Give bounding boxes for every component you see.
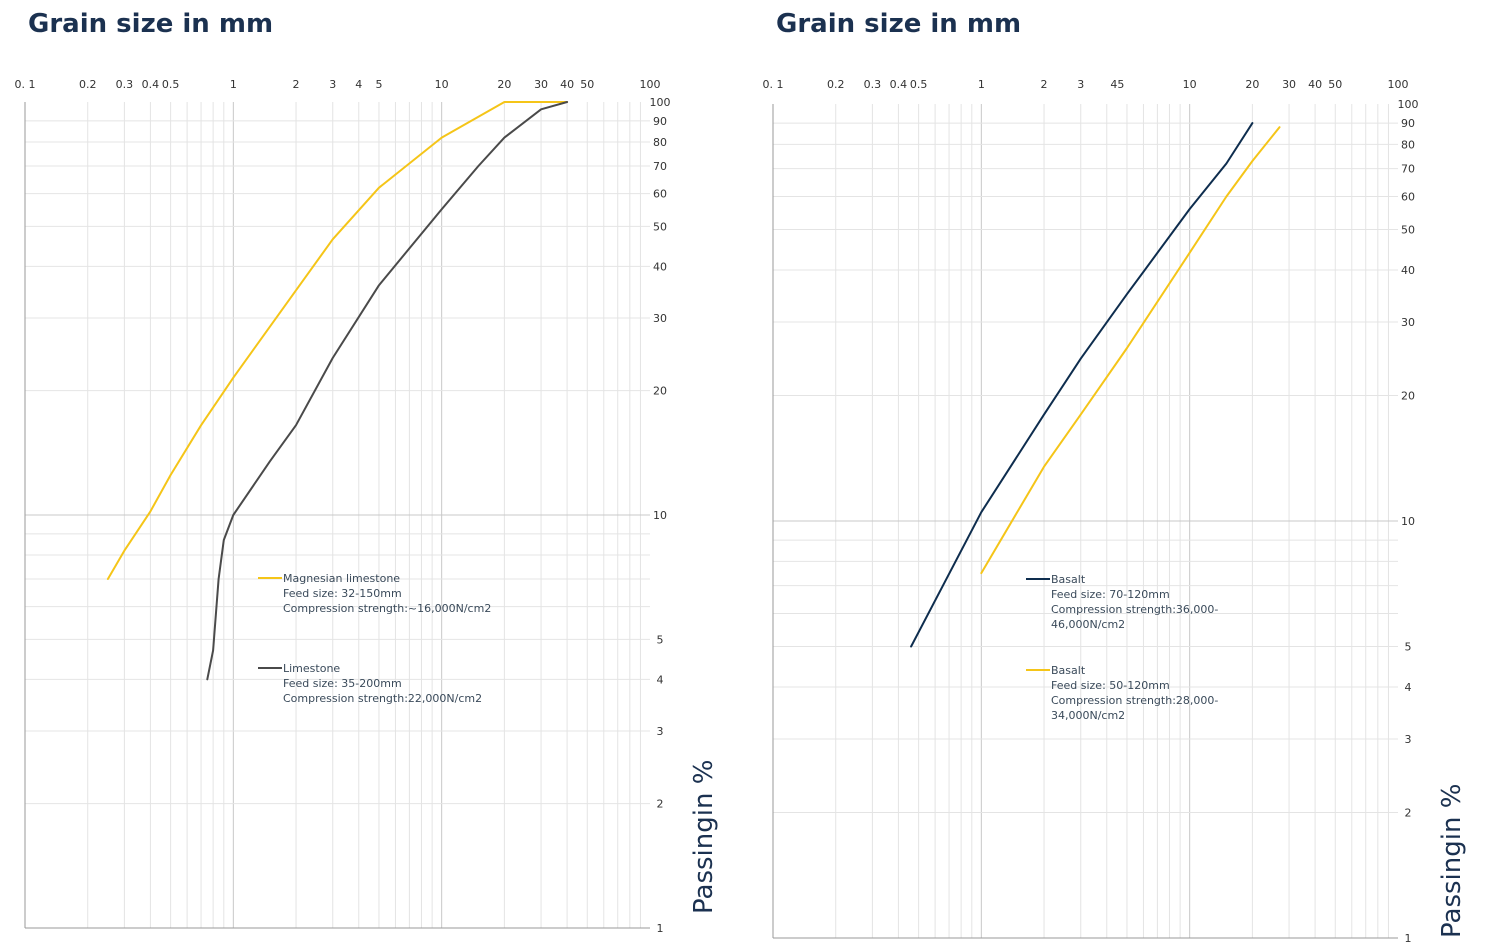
y-tick-label: 80 xyxy=(653,136,667,149)
x-tick-label: 0. 1 xyxy=(15,78,36,91)
y-tick-label: 10 xyxy=(1401,515,1415,528)
x-tick-label: 0. 1 xyxy=(763,78,784,91)
series-line xyxy=(980,126,1281,575)
x-tick-label: 30 xyxy=(1282,78,1296,91)
x-tick-label: 2 xyxy=(293,78,300,91)
legend-detail: Compression strength:22,000N/cm2 xyxy=(283,692,482,705)
legend-detail: Feed size: 70-120mm xyxy=(1051,588,1170,601)
x-tick-label: 10 xyxy=(1183,78,1197,91)
y-tick-label: 90 xyxy=(1401,117,1415,130)
chart-title: Grain size in mm xyxy=(28,9,273,39)
x-tick-label: 1 xyxy=(230,78,237,91)
chart-right: Grain size in mm0. 1 0.2 0.3 0.4 0.5 1 2 3 45 10 2… xyxy=(763,9,1468,942)
legend-detail: Compression strength:28,000- xyxy=(1051,694,1218,707)
legend-entry: Basalt xyxy=(1051,573,1086,586)
y-tick-label: 3 xyxy=(1405,733,1412,746)
x-tick-label: 10 xyxy=(435,78,449,91)
y-tick-label: 10 xyxy=(653,509,667,522)
y-tick-label: 4 xyxy=(657,673,664,686)
chart-left: Grain size in mm0. 1 0.2 0.3 0.4 0.5 1 2 3 4 5 10 2… xyxy=(15,9,720,935)
y-tick-label: 20 xyxy=(1401,389,1415,402)
x-tick-label: 0.5 xyxy=(162,78,180,91)
x-tick-label: 3 xyxy=(1077,78,1084,91)
y-tick-label: 5 xyxy=(657,633,664,646)
y-tick-label: 1 xyxy=(657,922,664,935)
y-tick-label: 50 xyxy=(653,220,667,233)
y-axis-label: Passingin % xyxy=(689,760,719,914)
y-tick-label: 70 xyxy=(653,160,667,173)
y-tick-label: 3 xyxy=(657,725,664,738)
y-tick-label: 80 xyxy=(1401,138,1415,151)
y-tick-label: 20 xyxy=(653,385,667,398)
y-tick-label: 30 xyxy=(653,312,667,325)
y-tick-label: 70 xyxy=(1401,163,1415,176)
x-tick-label: 45 xyxy=(1110,78,1124,91)
series-line xyxy=(206,101,569,681)
y-tick-label: 100 xyxy=(1398,98,1419,111)
x-tick-label: 1 xyxy=(978,78,985,91)
y-axis-label: Passingin % xyxy=(1437,784,1467,938)
x-tick-label: 40 xyxy=(560,78,574,91)
y-tick-label: 1 xyxy=(1405,932,1412,942)
chart-title: Grain size in mm xyxy=(776,9,1021,39)
legend-entry: Limestone xyxy=(283,662,340,675)
series-line xyxy=(910,122,1254,648)
grid xyxy=(772,104,1398,939)
y-tick-label: 50 xyxy=(1401,224,1415,237)
x-tick-label: 20 xyxy=(1245,78,1259,91)
legend-detail: Feed size: 50-120mm xyxy=(1051,679,1170,692)
x-tick-label: 100 xyxy=(1388,78,1409,91)
legend-entry: Basalt xyxy=(1051,664,1086,677)
x-tick-label: 0.3 xyxy=(116,78,134,91)
x-tick-label: 0.4 xyxy=(142,78,160,91)
y-tick-label: 2 xyxy=(1405,806,1412,819)
y-tick-label: 30 xyxy=(1401,316,1415,329)
x-tick-label: 50 xyxy=(1328,78,1342,91)
y-tick-label: 40 xyxy=(1401,264,1415,277)
legend-detail: Feed size: 32-150mm xyxy=(283,587,402,600)
y-tick-label: 60 xyxy=(653,188,667,201)
x-tick-label: 40 xyxy=(1308,78,1322,91)
legend-detail: Compression strength:36,000- xyxy=(1051,603,1218,616)
y-tick-label: 40 xyxy=(653,260,667,273)
grid xyxy=(24,102,650,929)
x-tick-label: 0.4 xyxy=(890,78,908,91)
x-tick-label: 0.2 xyxy=(79,78,97,91)
x-tick-label: 20 xyxy=(497,78,511,91)
y-tick-label: 2 xyxy=(657,798,664,811)
x-tick-label: 3 xyxy=(329,78,336,91)
series-line xyxy=(106,101,569,580)
legend-entry: Magnesian limestone xyxy=(283,572,400,585)
legend-detail: Compression strength:~16,000N/cm2 xyxy=(283,602,491,615)
y-tick-label: 90 xyxy=(653,115,667,128)
x-tick-label: 50 xyxy=(580,78,594,91)
x-tick-label: 100 xyxy=(640,78,661,91)
x-tick-label: 4 xyxy=(355,78,362,91)
x-tick-label: 0.2 xyxy=(827,78,845,91)
legend-detail: 46,000N/cm2 xyxy=(1051,618,1125,631)
legend-detail: Feed size: 35-200mm xyxy=(283,677,402,690)
x-tick-label: 0.5 xyxy=(910,78,928,91)
y-tick-label: 100 xyxy=(650,96,671,109)
legend-detail: 34,000N/cm2 xyxy=(1051,709,1125,722)
y-tick-label: 4 xyxy=(1405,681,1412,694)
x-tick-label: 30 xyxy=(534,78,548,91)
x-tick-label: 0.3 xyxy=(864,78,882,91)
x-tick-label: 5 xyxy=(375,78,382,91)
x-tick-label: 2 xyxy=(1041,78,1048,91)
y-tick-label: 60 xyxy=(1401,191,1415,204)
y-tick-label: 5 xyxy=(1405,641,1412,654)
